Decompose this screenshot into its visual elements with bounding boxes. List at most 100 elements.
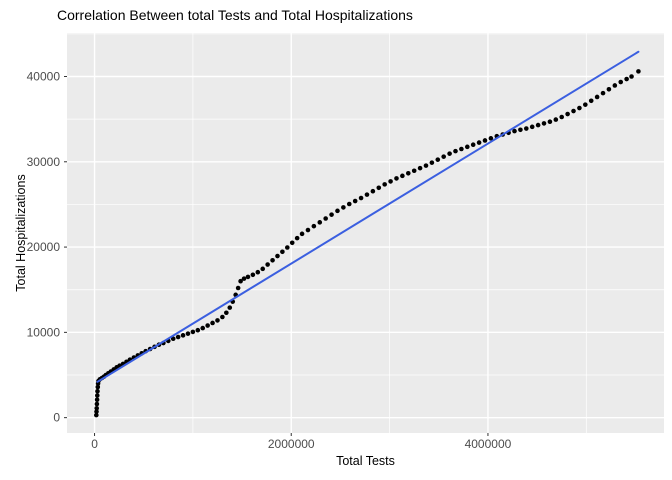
data-point: [541, 121, 547, 126]
data-point: [270, 257, 275, 263]
data-point: [285, 245, 290, 250]
data-point: [447, 151, 452, 156]
y-axis-title: Total Hospitalizations: [14, 174, 28, 292]
y-tick-label: 40000: [27, 69, 61, 83]
data-point: [411, 168, 417, 174]
data-point: [476, 140, 482, 145]
y-tick-label: 30000: [27, 155, 61, 169]
data-point: [553, 117, 559, 122]
data-point: [95, 384, 101, 390]
data-point: [588, 98, 594, 104]
data-point: [441, 154, 446, 159]
data-point: [265, 262, 270, 267]
data-point: [94, 393, 100, 398]
data-point: [370, 188, 376, 194]
data-point: [94, 412, 99, 418]
data-point: [606, 86, 612, 92]
y-tick-label: 10000: [27, 325, 61, 339]
data-point: [180, 333, 186, 338]
data-point: [518, 127, 523, 133]
data-point: [459, 146, 464, 152]
data-point: [429, 160, 435, 165]
data-point: [294, 235, 300, 241]
data-point: [227, 305, 233, 310]
data-point: [583, 102, 588, 107]
data-point: [376, 185, 382, 191]
data-point: [94, 397, 100, 403]
data-point: [435, 157, 441, 162]
data-point: [275, 253, 280, 259]
data-point: [260, 266, 266, 272]
data-point: [559, 114, 565, 120]
data-point: [394, 176, 399, 181]
data-point: [612, 83, 618, 88]
data-point: [210, 320, 215, 326]
data-point: [364, 192, 370, 197]
data-point: [311, 223, 317, 229]
x-tick-label: 0: [91, 437, 98, 451]
data-point: [464, 144, 470, 150]
data-point: [512, 128, 517, 134]
data-point: [245, 274, 251, 280]
data-point: [94, 401, 100, 407]
data-point: [241, 276, 247, 281]
data-point: [235, 285, 241, 291]
data-point: [600, 90, 606, 96]
data-point: [470, 142, 476, 148]
data-point: [488, 136, 494, 141]
data-point: [529, 124, 535, 130]
data-point: [224, 310, 229, 316]
data-point: [423, 163, 429, 168]
data-point: [185, 331, 191, 336]
data-point: [636, 69, 641, 74]
data-point: [346, 201, 352, 207]
data-point: [335, 208, 340, 214]
x-tick-label: 2000000: [268, 437, 315, 451]
data-point: [200, 325, 206, 331]
data-point: [255, 269, 261, 275]
data-point: [280, 249, 285, 255]
regression-line: [96, 50, 640, 383]
data-point: [388, 179, 393, 184]
data-point: [95, 388, 100, 394]
y-tick-label: 20000: [27, 240, 61, 254]
data-point: [524, 126, 529, 131]
data-point: [358, 195, 364, 201]
data-point: [571, 108, 576, 114]
data-point: [190, 329, 196, 335]
data-point: [170, 336, 176, 342]
data-point: [482, 138, 488, 143]
data-point: [305, 227, 311, 233]
chart-title: Correlation Between total Tests and Tota…: [57, 7, 413, 23]
data-point: [577, 105, 582, 111]
data-point: [195, 327, 201, 333]
y-tick-label: 0: [53, 411, 60, 425]
data-point: [94, 409, 99, 414]
data-point: [317, 220, 323, 225]
data-point: [417, 165, 423, 171]
data-point: [220, 314, 225, 320]
data-point: [535, 122, 541, 128]
data-point: [352, 198, 358, 204]
data-point: [175, 334, 181, 340]
data-point: [329, 212, 334, 217]
x-axis-title: Total Tests: [336, 454, 395, 468]
data-point: [215, 318, 220, 323]
data-point: [547, 119, 553, 124]
data-point: [629, 74, 634, 79]
data-point: [299, 231, 305, 237]
data-point: [594, 94, 600, 100]
data-point: [94, 405, 100, 411]
data-point: [238, 278, 243, 284]
plot-panel: [67, 33, 664, 433]
data-point: [341, 205, 346, 210]
data-point: [250, 272, 256, 278]
data-point: [382, 182, 387, 187]
data-point: [565, 111, 570, 117]
data-point: [618, 79, 624, 85]
data-point: [289, 240, 295, 246]
data-point: [624, 76, 629, 82]
data-point: [400, 173, 405, 179]
